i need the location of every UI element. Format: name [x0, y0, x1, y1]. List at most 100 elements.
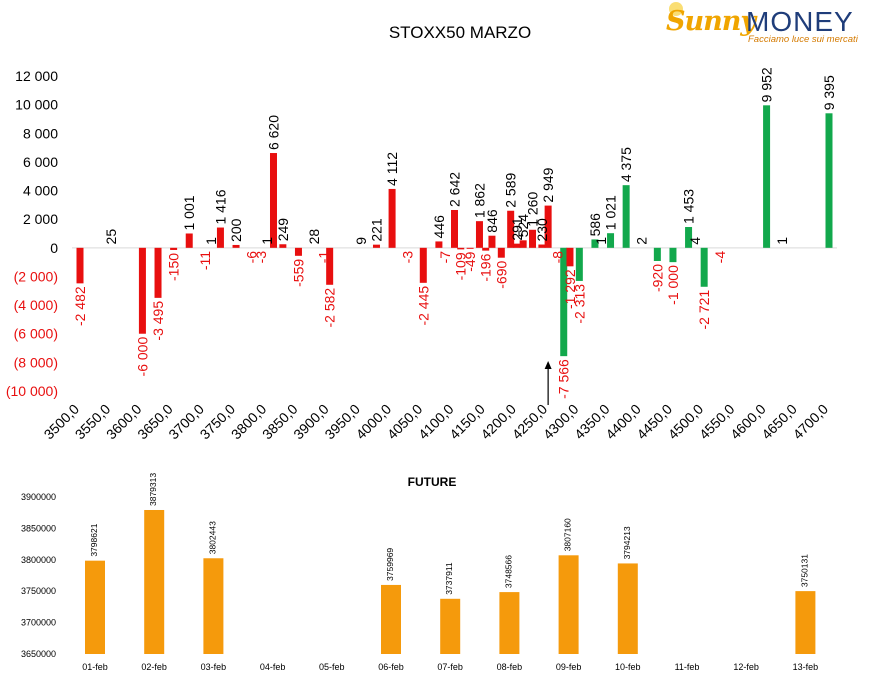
strike-bar [419, 247, 427, 283]
strike-bar [669, 247, 677, 263]
strike-bar [170, 247, 178, 250]
top-y-tick-label: (6 000) [14, 326, 58, 342]
strike-value-label: -559 [290, 259, 306, 287]
top-chart-title: STOXX50 MARZO [389, 23, 531, 42]
strike-bar [622, 185, 630, 248]
strike-bar [451, 209, 458, 248]
strike-value-label: -3 [400, 251, 416, 264]
strike-value-label: 230 [534, 218, 550, 242]
strike-value-label: 1 001 [181, 195, 197, 230]
strike-value-label: 1 [259, 237, 275, 245]
strike-bar [488, 235, 496, 248]
strike-value-label: 2 642 [447, 172, 463, 207]
strike-value-label: 9 [353, 237, 369, 245]
strike-value-label: -2 313 [571, 284, 587, 324]
strike-bar [653, 247, 661, 261]
strike-value-label: -3 [253, 251, 269, 264]
strike-value-label: 1 [593, 237, 609, 245]
strike-value-label: -6 [244, 251, 260, 264]
strike-value-label: -2 445 [415, 286, 431, 326]
strike-value-label: 1 453 [681, 189, 697, 224]
strike-value-label: 1 260 [525, 192, 541, 227]
strike-value-label: 446 [431, 215, 447, 239]
strike-value-label: 1 [774, 237, 790, 245]
strike-bar [388, 188, 396, 248]
top-y-tick-label: (2 000) [14, 268, 58, 284]
strike-value-label: -1 000 [665, 265, 681, 305]
strike-bar [435, 241, 443, 248]
top-y-tick-label: 12 000 [15, 68, 58, 84]
strike-value-label: -6 000 [134, 337, 150, 377]
strike-bar [466, 247, 474, 249]
top-y-tick-label: 10 000 [15, 97, 58, 113]
strike-value-label: -1 292 [562, 269, 578, 309]
strike-bar [482, 247, 490, 251]
strike-value-label: -2 582 [322, 288, 338, 328]
top-y-tick-label: (10 000) [6, 383, 58, 399]
strike-bar [700, 247, 708, 287]
strike-value-label: 586 [587, 213, 603, 237]
strike-bar [269, 153, 277, 248]
strike-value-label: -690 [493, 260, 509, 288]
strike-bar [607, 233, 615, 248]
strike-value-label: 291 [509, 217, 525, 241]
top-y-tick-label: (4 000) [14, 297, 58, 313]
strike-value-label: 1 416 [212, 189, 228, 224]
strike-bar [475, 221, 483, 248]
strike-value-label: 1 021 [603, 195, 619, 230]
strike-value-label: 4 [687, 237, 703, 245]
strike-value-label: -7 [437, 251, 453, 264]
strike-value-label: 524 [515, 214, 531, 238]
arrow-head-icon [544, 361, 552, 369]
strike-value-label: -3 495 [150, 301, 166, 341]
strike-bar [138, 247, 146, 334]
strike-bar [497, 247, 505, 258]
strike-bar [154, 247, 162, 298]
strike-bar [513, 243, 521, 248]
strike-bar [76, 247, 84, 284]
top-x-tick-label: 4700,0 [790, 401, 832, 443]
strike-value-label: 6 620 [265, 115, 281, 150]
strike-value-label: -2 721 [696, 290, 712, 330]
strike-bar [575, 247, 583, 281]
strike-value-label: 2 589 [503, 173, 519, 208]
strike-bar [538, 244, 546, 248]
strike-value-label: 846 [484, 209, 500, 233]
sunny-money-logo: Sunny MONEY Facciamo luce sui mercati [666, 2, 866, 48]
strike-value-label: -8 [549, 251, 565, 264]
strike-value-label: 200 [228, 218, 244, 242]
logo-brand-money: MONEY [746, 6, 854, 37]
strike-value-label: 4 112 [384, 152, 400, 186]
strike-value-label: -196 [478, 253, 494, 281]
strike-value-label: -49 [462, 251, 478, 271]
logo-tagline: Facciamo luce sui mercati [748, 34, 858, 45]
strike-bar [591, 239, 599, 248]
strike-value-label: 2 949 [540, 167, 556, 202]
strike-bar [232, 244, 240, 248]
top-y-tick-label: 4 000 [23, 183, 58, 199]
strike-bar [519, 240, 527, 248]
strike-bar [326, 247, 334, 285]
logo-brand-sunny: Sunny [666, 6, 756, 37]
strike-value-label: 2 [634, 237, 650, 245]
strike-bar [566, 247, 574, 267]
top-y-tick-label: 6 000 [23, 154, 58, 170]
strike-bar [507, 210, 515, 248]
top-y-tick-label: 8 000 [23, 125, 58, 141]
strike-bar [685, 227, 693, 248]
strike-value-label: 9 952 [759, 67, 775, 102]
strike-value-label: -109 [453, 252, 469, 280]
strike-value-label: -920 [649, 264, 665, 292]
sun-icon [669, 2, 683, 16]
strike-value-label: 249 [275, 218, 291, 242]
strike-bar [372, 244, 380, 248]
strike-bar [294, 247, 302, 256]
strike-bar [825, 113, 833, 248]
strike-value-label: -150 [166, 253, 182, 281]
strike-bar [529, 229, 537, 248]
strike-value-label: 221 [368, 218, 384, 242]
top-y-tick-label: (8 000) [14, 354, 58, 370]
strike-value-label: 9 395 [821, 75, 837, 110]
strike-value-label: -4 [712, 251, 728, 264]
